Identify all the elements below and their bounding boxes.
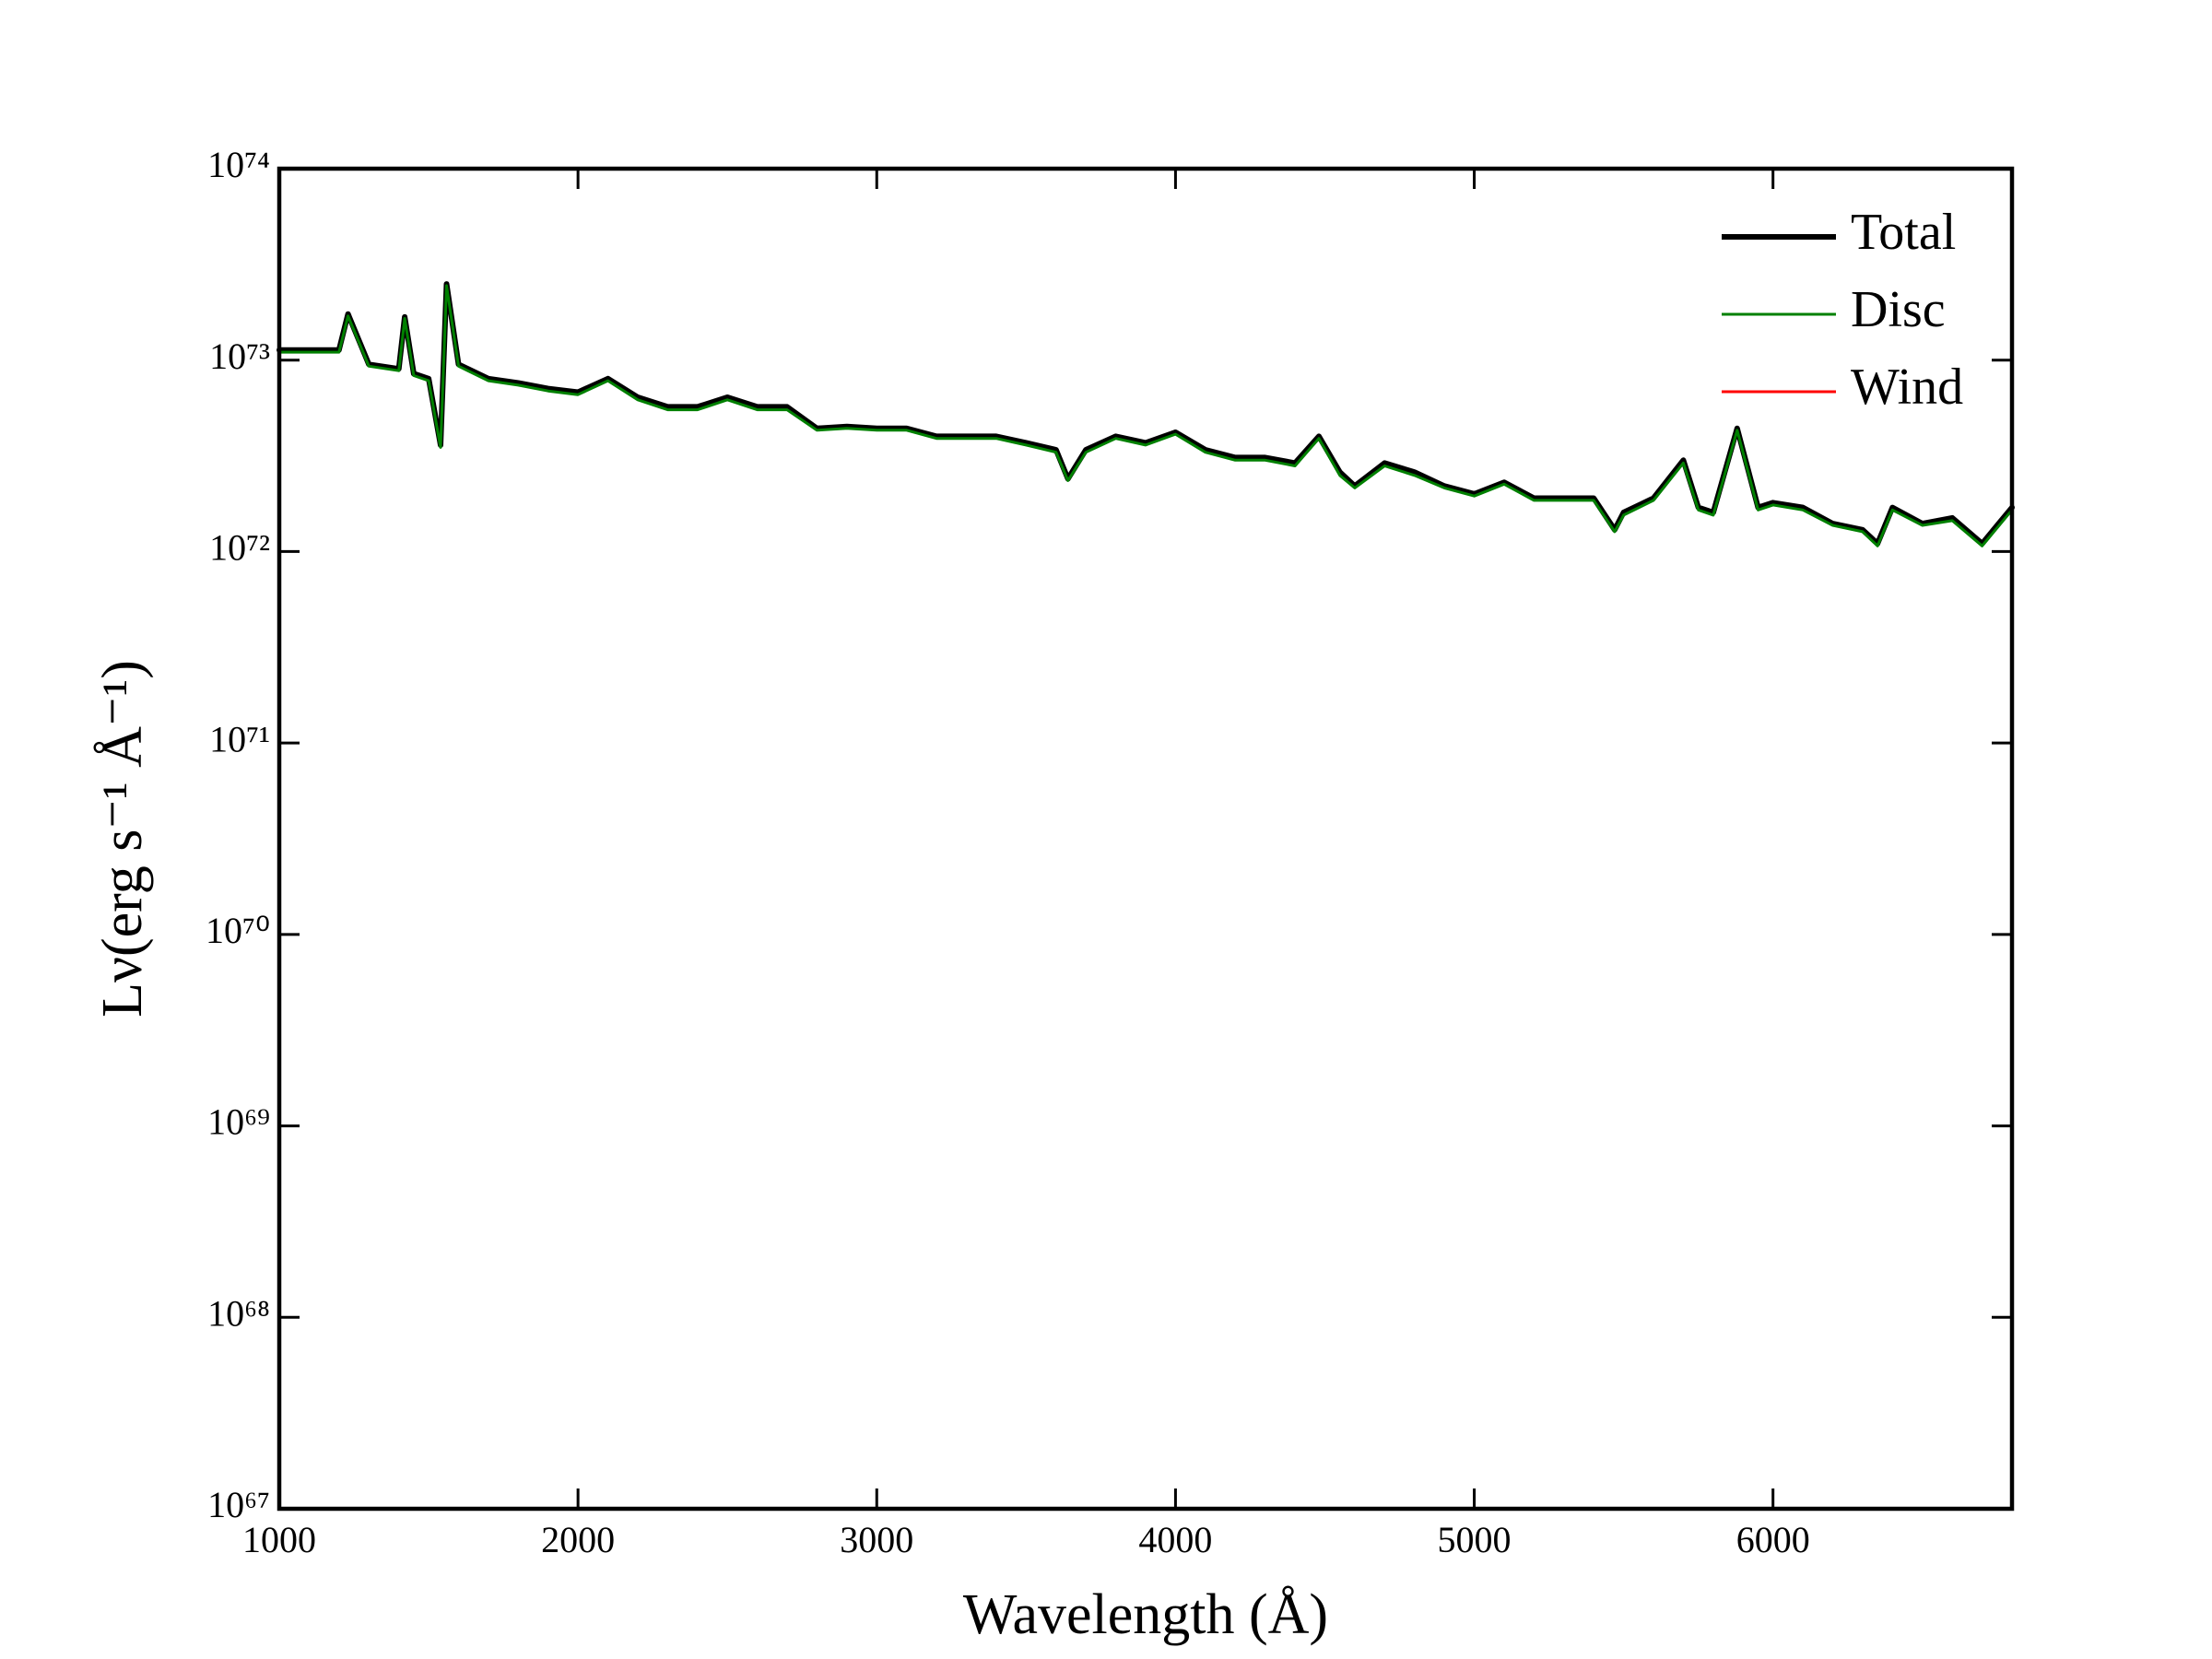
x-tick-label: 6000 xyxy=(1736,1519,1810,1560)
y-tick-label: 10⁷¹ xyxy=(209,718,270,759)
legend-label: Total xyxy=(1851,204,1956,261)
x-tick-label: 3000 xyxy=(840,1519,913,1560)
y-tick-label: 10⁶⁸ xyxy=(207,1292,270,1334)
x-tick-label: 2000 xyxy=(541,1519,615,1560)
y-tick-label: 10⁷⁰ xyxy=(206,910,270,951)
y-tick-label: 10⁶⁹ xyxy=(207,1101,270,1143)
legend-label: Wind xyxy=(1851,359,1963,416)
plot-lines xyxy=(276,281,2015,547)
x-tick-label: 1000 xyxy=(242,1519,316,1560)
y-tick-label: 10⁷³ xyxy=(209,335,270,377)
y-tick-label: 10⁷⁴ xyxy=(207,144,270,185)
y-axis-label: Lν(erg s⁻¹ Å⁻¹) xyxy=(91,660,154,1018)
legend-label: Disc xyxy=(1851,281,1946,338)
y-tick-label: 10⁶⁷ xyxy=(207,1484,270,1525)
plot-frame xyxy=(276,166,2015,1512)
series-line xyxy=(276,281,2015,547)
x-tick-label: 4000 xyxy=(1138,1519,1212,1560)
x-tick-label: 5000 xyxy=(1438,1519,1512,1560)
y-tick-label: 10⁷² xyxy=(209,527,270,569)
series-line xyxy=(277,284,2014,547)
x-axis-label: Wavelength (Å) xyxy=(963,1583,1328,1646)
